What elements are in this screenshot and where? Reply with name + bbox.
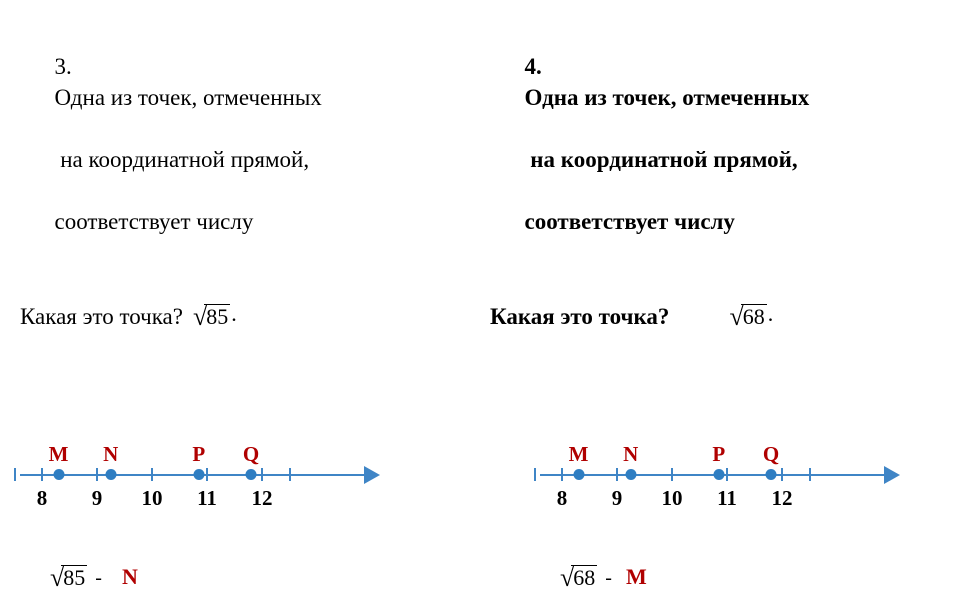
- tick: [561, 468, 563, 481]
- answer-row: √ 68 - M: [490, 564, 950, 590]
- axis-value: 10: [142, 486, 163, 511]
- axis-value: 11: [197, 486, 217, 511]
- question-line: на координатной прямой,: [525, 147, 798, 172]
- point-label: P: [192, 442, 205, 467]
- dash: -: [95, 567, 102, 590]
- radical-sign: √: [50, 565, 64, 591]
- point-dot: [53, 469, 64, 480]
- radicand: 85: [61, 565, 87, 590]
- tick: [781, 468, 783, 481]
- tick: [96, 468, 98, 481]
- radical-sign: √: [729, 304, 743, 330]
- page: 3. Одна из точек, отмеченных на координа…: [0, 0, 960, 540]
- sqrt-expression: √ 85: [50, 564, 87, 590]
- question-line: Одна из точек, отмеченных: [525, 85, 810, 110]
- axis-value: 12: [772, 486, 793, 511]
- problem-3: 3. Одна из точек, отмеченных на координа…: [20, 20, 480, 530]
- tick: [151, 468, 153, 481]
- dash: -: [605, 567, 612, 590]
- tick: [534, 468, 536, 481]
- tick: [289, 468, 291, 481]
- axis-value: 9: [92, 486, 103, 511]
- point-label: Q: [763, 442, 779, 467]
- axis-line: [540, 474, 884, 476]
- problem-number: 4.: [525, 54, 542, 79]
- point-dot: [573, 469, 584, 480]
- axis-value: 12: [252, 486, 273, 511]
- radicand: 85: [204, 304, 230, 329]
- axis-line: [20, 474, 364, 476]
- axis-value: 8: [37, 486, 48, 511]
- point-label: P: [712, 442, 725, 467]
- tick: [616, 468, 618, 481]
- point-label: N: [623, 442, 638, 467]
- question-text: 4. Одна из точек, отмеченных на координа…: [490, 20, 950, 394]
- answer-row: √ 85 - N: [20, 564, 480, 590]
- question-line: соответствует числу: [55, 209, 254, 234]
- question-line: соответствует числу: [525, 209, 735, 234]
- tick: [726, 468, 728, 481]
- question-line: на координатной прямой,: [55, 147, 310, 172]
- point-dot: [246, 469, 257, 480]
- question-line: Одна из точек, отмеченных: [55, 85, 322, 110]
- number-line: 8 9 10 11 12 M N P Q: [540, 444, 900, 534]
- point-dot: [625, 469, 636, 480]
- number-line: 8 9 10 11 12 M N P Q: [20, 444, 380, 534]
- period: .: [768, 299, 774, 329]
- point-dot: [766, 469, 777, 480]
- point-dot: [713, 469, 724, 480]
- problem-4: 4. Одна из точек, отмеченных на координа…: [480, 20, 950, 530]
- axis-value: 9: [612, 486, 623, 511]
- question-text: 3. Одна из точек, отмеченных на координа…: [20, 20, 480, 394]
- radical-sign: √: [560, 565, 574, 591]
- period: .: [231, 299, 237, 329]
- point-label: M: [49, 442, 69, 467]
- point-dot: [105, 469, 116, 480]
- tick: [41, 468, 43, 481]
- radicand: 68: [741, 304, 767, 329]
- question-line: Какая это точка?: [20, 301, 183, 332]
- sqrt-expression: √ 85 .: [193, 299, 237, 329]
- point-label: N: [103, 442, 118, 467]
- sqrt-expression: √ 68 .: [729, 299, 773, 329]
- axis-value: 8: [557, 486, 568, 511]
- axis-value: 10: [662, 486, 683, 511]
- point-dot: [193, 469, 204, 480]
- answer-letter: M: [626, 564, 647, 590]
- arrow-icon: [884, 466, 900, 484]
- radicand: 68: [571, 565, 597, 590]
- axis-value: 11: [717, 486, 737, 511]
- tick: [14, 468, 16, 481]
- tick: [261, 468, 263, 481]
- tick: [671, 468, 673, 481]
- radical-sign: √: [193, 304, 207, 330]
- tick: [206, 468, 208, 481]
- arrow-icon: [364, 466, 380, 484]
- point-label: M: [569, 442, 589, 467]
- sqrt-expression: √ 68: [560, 564, 597, 590]
- question-line: Какая это точка?: [490, 304, 669, 329]
- answer-letter: N: [122, 564, 138, 590]
- problem-number: 3.: [55, 54, 72, 79]
- tick: [809, 468, 811, 481]
- point-label: Q: [243, 442, 259, 467]
